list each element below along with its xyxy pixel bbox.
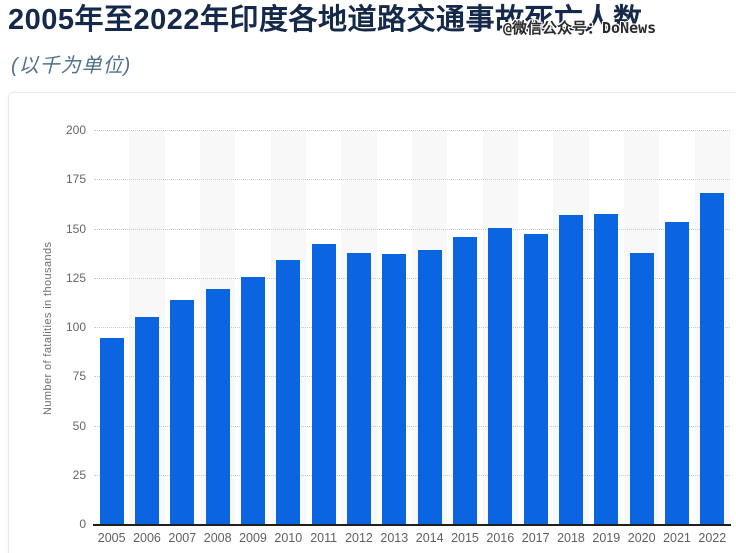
y-tick-100: 100	[65, 320, 86, 334]
gridline-25	[94, 474, 730, 476]
y-tick-175: 175	[65, 172, 86, 187]
gridline-150	[94, 228, 730, 230]
x-tick-2015: 2015	[451, 531, 479, 545]
bar-2022[interactable]	[700, 193, 725, 525]
gridline-75	[94, 376, 730, 378]
x-tick-2009: 2009	[239, 531, 267, 545]
x-tick-2019: 2019	[592, 531, 621, 545]
x-tick-2017: 2017	[521, 531, 550, 545]
y-tick-150: 150	[65, 221, 86, 236]
bar-2012[interactable]	[347, 252, 371, 525]
y-tick-200: 200	[65, 123, 86, 137]
bar-2015[interactable]	[453, 237, 477, 525]
x-tick-2007: 2007	[168, 531, 197, 545]
y-tick-75: 75	[72, 369, 86, 384]
bar-2017[interactable]	[523, 233, 548, 525]
bar-2019[interactable]	[594, 213, 619, 525]
gridline-175	[94, 179, 730, 181]
x-tick-2020: 2020	[627, 531, 656, 545]
bar-2007[interactable]	[170, 299, 195, 525]
gridline-50	[94, 425, 730, 427]
bar-2020[interactable]	[629, 253, 654, 525]
x-tick-2006: 2006	[133, 531, 161, 545]
x-axis-line	[93, 524, 731, 526]
x-tick-2021: 2021	[663, 531, 691, 545]
bar-2014[interactable]	[417, 249, 442, 525]
bar-2008[interactable]	[205, 288, 230, 525]
x-tick-2011: 2011	[310, 531, 338, 545]
bar-2005[interactable]	[99, 338, 124, 525]
x-tick-2005: 2005	[97, 531, 126, 545]
gridline-125	[94, 277, 730, 279]
bar-2010[interactable]	[276, 260, 301, 525]
bar-2013[interactable]	[382, 253, 407, 525]
bar-2018[interactable]	[559, 214, 583, 525]
x-tick-2014: 2014	[415, 531, 444, 545]
x-tick-2012: 2012	[345, 531, 373, 545]
bar-2006[interactable]	[135, 316, 159, 525]
watermark: @微信公众号：DoNews	[503, 19, 657, 37]
y-tick-0: 0	[79, 517, 86, 531]
page-subtitle: (以千为单位)	[11, 55, 132, 77]
x-tick-2018: 2018	[557, 531, 585, 545]
bar-2016[interactable]	[488, 227, 513, 525]
y-tick-50: 50	[72, 418, 86, 433]
x-tick-2022: 2022	[698, 531, 727, 545]
gridline-200	[94, 130, 730, 131]
gridline-100	[94, 327, 730, 328]
page-title: 2005年至2022年印度各地道路交通事故死亡人数	[8, 4, 643, 36]
x-tick-2008: 2008	[203, 531, 232, 545]
x-tick-2010: 2010	[274, 531, 303, 545]
bar-2009[interactable]	[241, 277, 265, 525]
x-tick-2013: 2013	[380, 531, 409, 545]
y-tick-25: 25	[72, 467, 86, 482]
y-tick-125: 125	[65, 270, 86, 285]
bar-2011[interactable]	[311, 244, 336, 525]
bar-2021[interactable]	[665, 221, 689, 525]
x-tick-2016: 2016	[486, 531, 515, 545]
